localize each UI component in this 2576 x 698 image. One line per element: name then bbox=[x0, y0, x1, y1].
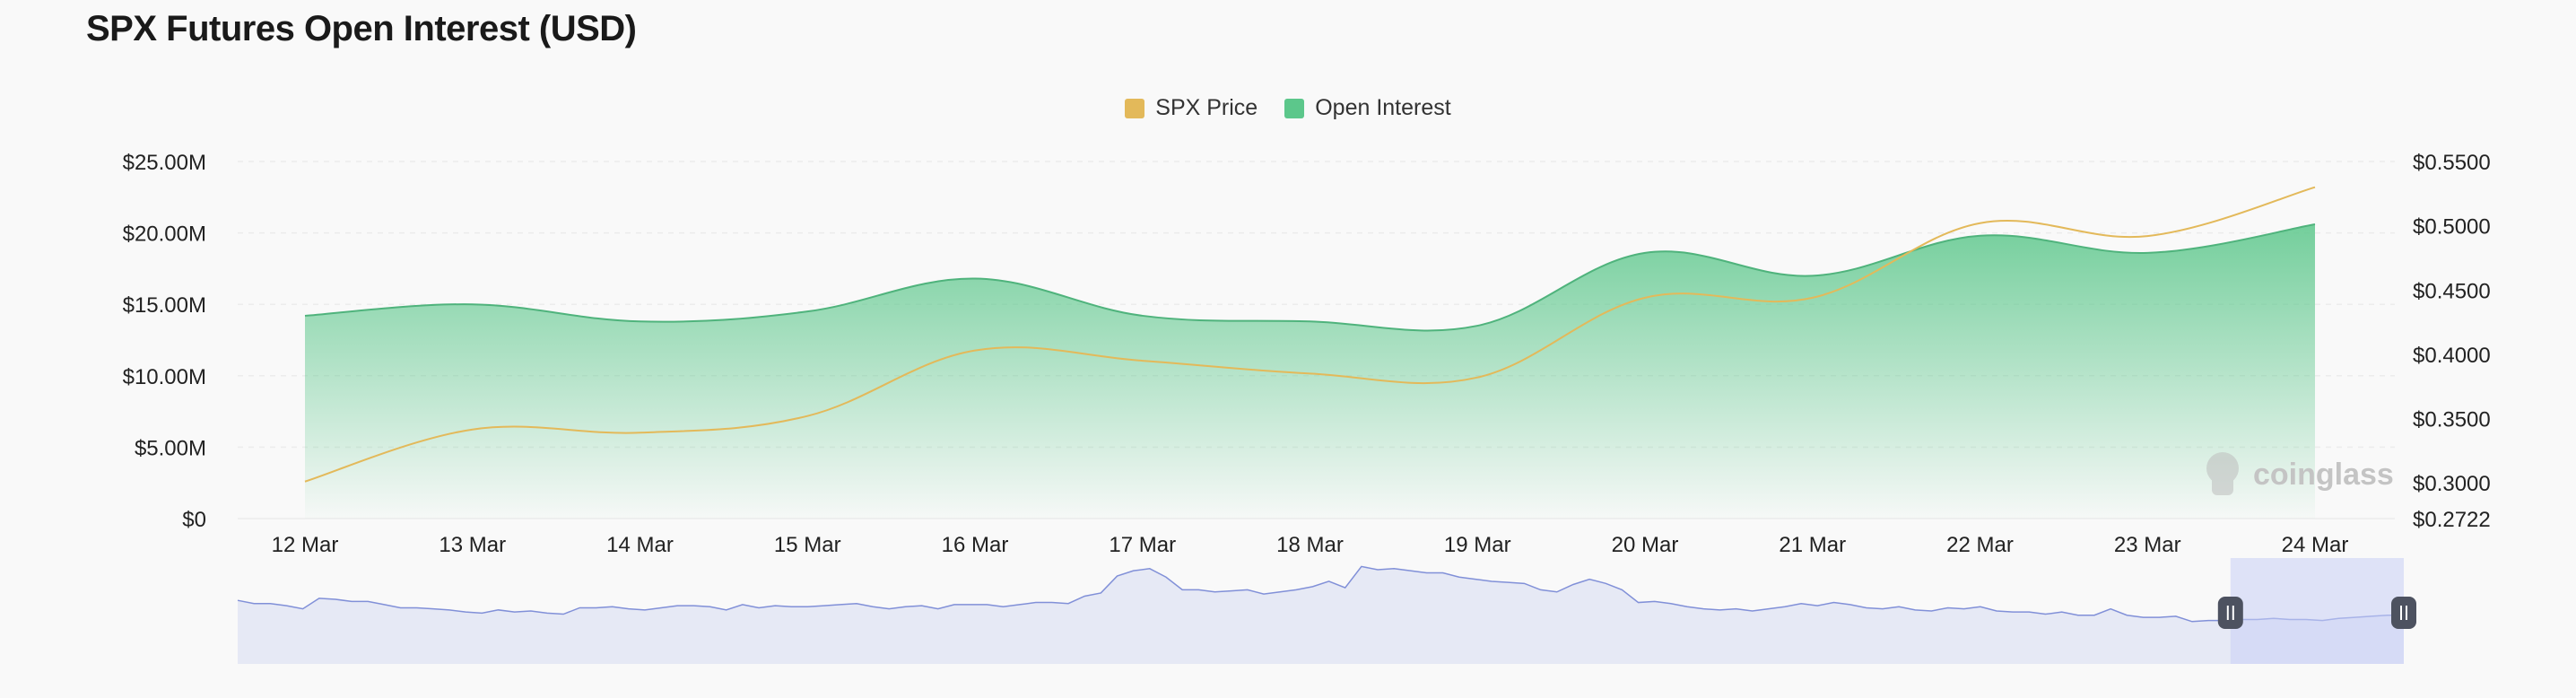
navigator-line bbox=[237, 565, 2404, 623]
y-left-tick-label: $15.00M bbox=[123, 293, 206, 318]
x-tick-label: 13 Mar bbox=[439, 533, 506, 557]
y-axis-right: $0.5500 $0.5000 $0.4500 $0.4000 $0.3500 $0.30… bbox=[2413, 151, 2491, 532]
x-tick-label: 19 Mar bbox=[1444, 533, 1511, 557]
oi-area-layer bbox=[304, 223, 2316, 519]
oi-area bbox=[305, 224, 2315, 519]
y-right-tick-label: $0.3000 bbox=[2413, 472, 2491, 496]
x-tick-label: 17 Mar bbox=[1109, 533, 1176, 557]
y-right-tick-label: $0.2722 bbox=[2413, 508, 2491, 532]
y-left-tick-label: $25.00M bbox=[123, 151, 206, 175]
legend: SPX Price Open Interest bbox=[0, 95, 2576, 121]
y-left-tick-label: $20.00M bbox=[123, 222, 206, 247]
navigator-handle-right[interactable] bbox=[2391, 597, 2416, 629]
price-line-layer bbox=[304, 186, 2316, 483]
y-left-tick-label: $5.00M bbox=[135, 436, 206, 460]
legend-item-price[interactable]: SPX Price bbox=[1125, 95, 1258, 121]
x-tick-label: 24 Mar bbox=[2282, 533, 2349, 557]
x-tick-label: 15 Mar bbox=[774, 533, 841, 557]
y-right-tick-label: $0.4000 bbox=[2413, 344, 2491, 368]
navigator-area bbox=[238, 566, 2404, 664]
x-tick-label: 12 Mar bbox=[272, 533, 339, 557]
x-tick-label: 18 Mar bbox=[1276, 533, 1344, 557]
legend-label-price: SPX Price bbox=[1155, 95, 1258, 120]
y-axis-left: $25.00M $20.00M $15.00M $10.00M $5.00M $0 bbox=[123, 151, 206, 532]
watermark: coinglass bbox=[2206, 452, 2394, 495]
x-tick-label: 21 Mar bbox=[1779, 533, 1846, 557]
y-right-tick-label: $0.4500 bbox=[2413, 279, 2491, 303]
y-left-tick-label: $0 bbox=[182, 508, 206, 532]
legend-label-oi: Open Interest bbox=[1315, 95, 1451, 120]
x-tick-label: 14 Mar bbox=[606, 533, 674, 557]
y-left-tick-label: $10.00M bbox=[123, 365, 206, 389]
x-tick-label: 20 Mar bbox=[1612, 533, 1679, 557]
chart-title: SPX Futures Open Interest (USD) bbox=[86, 9, 637, 48]
y-right-tick-label: $0.5000 bbox=[2413, 215, 2491, 240]
x-tick-label: 23 Mar bbox=[2114, 533, 2181, 557]
legend-swatch-oi bbox=[1284, 98, 1305, 118]
x-tick-label: 16 Mar bbox=[942, 533, 1009, 557]
navigator-selection[interactable] bbox=[2230, 558, 2404, 664]
x-tick-label: 22 Mar bbox=[1946, 533, 2014, 557]
coinglass-logo-icon bbox=[2206, 452, 2239, 495]
legend-item-oi[interactable]: Open Interest bbox=[1284, 95, 1451, 121]
y-right-tick-label: $0.3500 bbox=[2413, 408, 2491, 432]
oi-line bbox=[304, 223, 2316, 332]
navigator-handle-left[interactable] bbox=[2217, 597, 2243, 629]
legend-swatch-price bbox=[1125, 98, 1145, 118]
y-right-tick-label: $0.5500 bbox=[2413, 151, 2491, 175]
x-axis: 12 Mar 13 Mar 14 Mar 15 Mar 16 Mar 17 Mar 18 M… bbox=[272, 533, 2349, 557]
watermark-text: coinglass bbox=[2253, 458, 2394, 492]
navigator[interactable] bbox=[237, 558, 2416, 664]
